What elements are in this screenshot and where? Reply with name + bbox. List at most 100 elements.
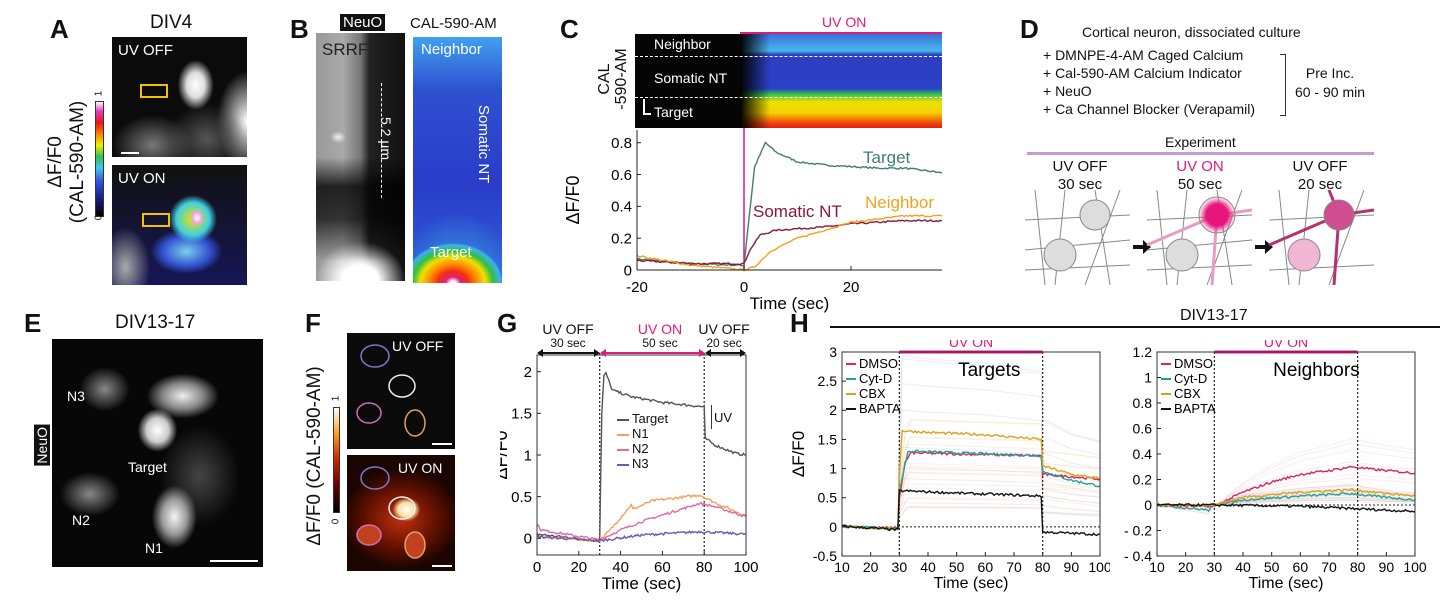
panel-f-uv-on-label: UV ON — [398, 460, 443, 476]
preinc-label: Pre Inc. 60 - 90 min — [1290, 64, 1370, 102]
panel-c-heatmap — [635, 34, 942, 128]
panel-h-group-rule — [830, 326, 1440, 328]
series-line-n3 — [536, 530, 747, 543]
panel-b-scale-text: 5.2 µm — [378, 117, 394, 161]
row-divider — [635, 56, 942, 57]
arrow-icon — [1133, 240, 1151, 254]
background-trace — [841, 502, 1101, 528]
panel-a-uv-off-label: UV OFF — [118, 42, 173, 59]
x-tick-label: 0 — [533, 559, 541, 576]
background-trace — [1156, 497, 1416, 509]
step-state: UV OFF — [1292, 158, 1348, 175]
y-axis-label: ΔF/F0 — [790, 431, 808, 477]
heatmap-row-target: Target — [654, 104, 693, 120]
background-trace — [1156, 485, 1416, 514]
series-line-cyt-d — [1156, 492, 1416, 513]
x-axis-label: Time (sec) — [934, 575, 1009, 592]
panel-c-uv-label: UV ON — [822, 14, 867, 30]
background-trace — [841, 483, 1101, 529]
y-axis-label: ΔF/F0 — [500, 430, 511, 479]
reagent-list: + DMNPE-4-AM Caged Calcium + Cal-590-AM … — [1043, 46, 1255, 118]
x-tick-label: 60 — [1293, 559, 1309, 575]
scale-bar — [121, 152, 139, 154]
legend-label: Cyt-D — [859, 371, 892, 386]
panel-label-b: B — [290, 14, 309, 44]
y-tick-label: 0.4 — [611, 199, 632, 216]
legend-neighbor: Neighbor — [865, 193, 934, 212]
y-tick-label: 2 — [524, 364, 532, 381]
step-state: UV OFF — [1052, 158, 1108, 175]
x-tick-label: 90 — [1379, 559, 1395, 575]
y-tick-label: - 0.4 — [1124, 548, 1152, 564]
legend-label: DMSO — [859, 356, 898, 371]
panel-h-group-title: DIV13-17 — [1180, 307, 1248, 324]
panel-b-cal-title: CAL-590-AM — [410, 15, 497, 32]
background-trace — [1156, 483, 1416, 515]
panel-b-neuo-title: NeuO — [340, 14, 386, 31]
y-tick-label: 0.5 — [511, 489, 532, 506]
panel-a-uv-on-label: UV ON — [118, 170, 166, 187]
y-tick-label: 1 — [829, 460, 837, 476]
cell-label-target: Target — [128, 459, 167, 475]
x-tick-label: 10 — [834, 559, 850, 575]
legend-target: Target — [863, 148, 911, 167]
panel-b-target-label: Target — [430, 244, 472, 261]
x-tick-label: 30 — [1207, 559, 1223, 575]
y-tick-label: - 0.2 — [1124, 522, 1152, 538]
legend-item: N2 — [617, 441, 668, 456]
panel-f-uv-off-image — [347, 333, 455, 449]
panel-f-uv-off-label: UV OFF — [392, 338, 444, 354]
scale-bar — [210, 560, 258, 562]
uv-scale-label: UV — [714, 410, 733, 425]
panel-e-neuo-image — [52, 339, 263, 567]
phase-1: UV OFF 30 sec — [532, 322, 604, 350]
y-tick-label: 1 — [524, 447, 532, 464]
colorbar-max: 1 — [93, 90, 105, 97]
panel-b-somatic-label: Somatic NT — [475, 105, 492, 184]
y-tick-label: 0 — [829, 519, 837, 535]
background-trace — [841, 506, 1101, 528]
x-tick-label: 20 — [843, 279, 860, 296]
step-duration: 50 sec — [1177, 176, 1223, 193]
phase-duration: 50 sec — [642, 336, 678, 350]
y-tick-label: 3 — [829, 344, 837, 360]
reagent-item: + Cal-590-AM Calcium Indicator — [1043, 65, 1242, 81]
neuron-network-uv-on — [1146, 190, 1253, 285]
panel-label-g: G — [497, 308, 518, 338]
x-tick-label: 40 — [1235, 559, 1251, 575]
scale-bar — [432, 443, 452, 445]
heatmap-row-neighbor: Neighbor — [654, 36, 711, 52]
colorbar-min: 0 — [330, 518, 342, 525]
step-duration: 20 sec — [1297, 176, 1343, 193]
background-trace — [841, 452, 1101, 530]
x-tick-label: 100 — [1088, 559, 1110, 575]
x-tick-label: 0 — [740, 279, 748, 296]
reagent-bracket — [1280, 54, 1286, 116]
experiment-label: Experiment — [1165, 134, 1236, 150]
row-divider — [635, 97, 942, 98]
x-axis-label: Time (sec) — [750, 294, 830, 313]
legend-label: DMSO — [1174, 356, 1213, 371]
preinc-line2: 60 - 90 min — [1294, 84, 1366, 100]
panel-b-srrf-image — [316, 33, 405, 281]
phase-duration: 20 sec — [706, 336, 742, 350]
panel-b-cal-heatmap — [413, 37, 502, 283]
background-trace — [1156, 442, 1416, 508]
background-trace — [841, 437, 1101, 530]
roi-box — [140, 84, 168, 98]
uv-on-label: UV ON — [949, 340, 993, 350]
panel-c-heatmap-ylabel: CAL -590-AM — [596, 34, 630, 124]
y-tick-label: 2 — [829, 402, 837, 418]
legend-item: N1 — [617, 426, 668, 441]
heatmap-ylabel-line2: -590-AM — [613, 48, 630, 110]
y-tick-label: 1 — [1144, 369, 1152, 385]
neuron-network-off — [1025, 190, 1131, 285]
series-line-neighbor — [636, 214, 943, 272]
y-tick-label: 1.5 — [511, 406, 532, 423]
roi-outlines — [356, 466, 426, 559]
uv-scale-bar — [711, 405, 712, 429]
panel-a-title: DIV4 — [150, 12, 193, 33]
colorbar-max: 1 — [330, 395, 342, 402]
background-trace — [1156, 438, 1416, 508]
